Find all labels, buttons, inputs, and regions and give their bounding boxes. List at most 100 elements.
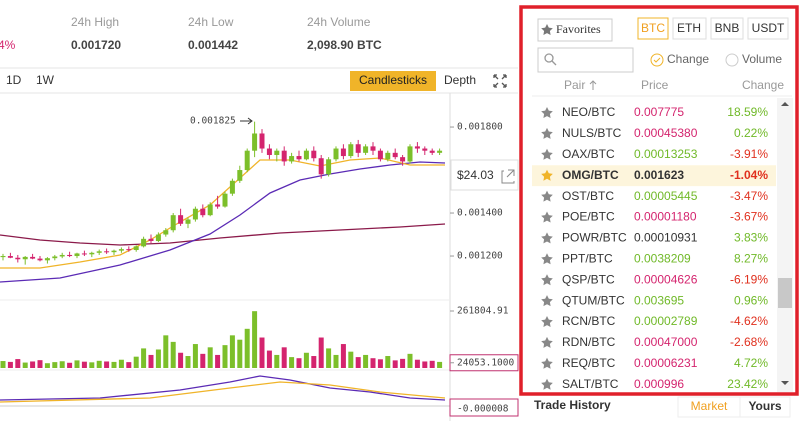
favorite-star[interactable] (541, 211, 553, 223)
stat-label: 24h High (71, 15, 119, 29)
candle-body (370, 146, 376, 151)
volume-bar (414, 359, 420, 368)
stat-value: 2,098.90 BTC (307, 38, 382, 52)
price: 0.00045380 (634, 126, 698, 140)
tab[interactable] (739, 396, 791, 418)
candle-body (96, 251, 102, 253)
scrollbar-thumb[interactable] (778, 278, 792, 308)
price: 0.00004626 (634, 272, 698, 286)
link-icon[interactable] (501, 169, 515, 184)
candle-body (400, 157, 406, 162)
volume-bar (377, 359, 383, 368)
price: 0.00010931 (634, 231, 698, 245)
quote-tab-label[interactable]: BTC (641, 21, 665, 35)
favorite-star[interactable] (541, 316, 553, 327)
pair: OMG/BTC (562, 168, 619, 182)
volume-bar (30, 361, 36, 368)
change: -6.19% (730, 272, 768, 286)
quote-tab-active[interactable] (637, 17, 669, 40)
change: 0.96% (734, 293, 768, 307)
quote-tab-label[interactable]: ETH (677, 21, 701, 35)
candle-body (222, 193, 228, 207)
change: 0.22% (734, 126, 768, 140)
favorite-star[interactable] (541, 148, 553, 160)
favorites-label[interactable]: Favorites (556, 22, 601, 36)
candle-body (81, 253, 87, 255)
pair: OST/BTC (562, 189, 614, 203)
sort-option[interactable]: Volume (742, 52, 782, 66)
fullscreen-icon[interactable] (493, 74, 507, 88)
column-header[interactable]: Price (641, 78, 669, 92)
price: 0.00006231 (634, 356, 698, 370)
candle-body (252, 133, 258, 151)
favorite-star[interactable] (541, 127, 553, 139)
quote-tab-label[interactable]: BNB (715, 21, 740, 35)
quote-tab-label[interactable]: USDT (752, 21, 785, 35)
volume-bar (111, 361, 117, 368)
scrollbar[interactable] (777, 98, 793, 392)
pair: RCN/BTC (562, 314, 616, 328)
view-tab[interactable]: Candlesticks (359, 73, 427, 87)
favorite-star[interactable] (541, 169, 553, 181)
highlight-border (519, 5, 799, 396)
pair: RDN/BTC (562, 335, 616, 349)
volume-bar (118, 359, 124, 368)
candle-body (52, 256, 58, 259)
favorite-star[interactable] (541, 295, 553, 307)
radio[interactable] (725, 53, 739, 67)
radio-checked[interactable] (650, 53, 664, 67)
volume-bar (229, 335, 235, 368)
candle-body (392, 152, 398, 158)
candle-body (363, 146, 369, 153)
tab-label[interactable]: Market (691, 399, 728, 413)
change: 4% (0, 38, 16, 52)
pair: PPT/BTC (562, 251, 613, 265)
candle-body (333, 148, 339, 160)
candle-body (266, 148, 272, 155)
sort-option[interactable]: Change (667, 52, 709, 66)
favorite-star[interactable] (541, 232, 553, 244)
volume-bar (407, 353, 413, 368)
volume-bar (400, 358, 406, 368)
candle-body (126, 249, 132, 251)
interval-button[interactable]: 1D (6, 73, 22, 87)
view-tab[interactable]: Depth (444, 73, 476, 87)
quote-tab[interactable] (710, 17, 744, 40)
favorite-star[interactable] (541, 357, 553, 369)
favorite-star[interactable] (541, 253, 553, 265)
candle-body (407, 146, 413, 162)
column-header[interactable]: Pair (564, 78, 585, 92)
candle-body (326, 159, 332, 175)
interval-button[interactable]: 1W (36, 73, 55, 87)
favorite-star[interactable] (541, 190, 553, 202)
favorite-star[interactable] (541, 274, 553, 286)
favorite-star[interactable] (541, 378, 553, 390)
search-icon (551, 60, 557, 66)
price: 0.00002789 (634, 314, 698, 328)
view-tab-active[interactable] (350, 71, 436, 91)
volume-bar (163, 335, 169, 368)
tab-label[interactable]: Yours (748, 399, 781, 413)
volume-bar (178, 352, 184, 368)
quote-tab[interactable] (672, 17, 707, 40)
search-box[interactable] (537, 47, 634, 73)
volume-bar (259, 337, 265, 368)
ma-line (0, 161, 446, 283)
volume-bar (437, 361, 443, 368)
candle-body (104, 251, 110, 253)
volume-bar (22, 362, 28, 368)
favorite-star[interactable] (541, 107, 553, 118)
volume-bar (266, 350, 272, 368)
favorite-star[interactable] (541, 336, 553, 348)
scroll-up[interactable] (781, 102, 789, 106)
column-header[interactable]: Change (742, 78, 784, 92)
quote-tab[interactable] (747, 17, 789, 40)
favorites-button[interactable] (537, 18, 613, 42)
candle-body (422, 148, 428, 151)
volume-tick-label: 261804.91 (457, 306, 509, 317)
change: -3.91% (730, 147, 768, 161)
pair: POE/BTC (562, 210, 615, 224)
scroll-down[interactable] (781, 381, 789, 385)
candle-body (59, 254, 65, 257)
volume-bar (274, 354, 280, 368)
